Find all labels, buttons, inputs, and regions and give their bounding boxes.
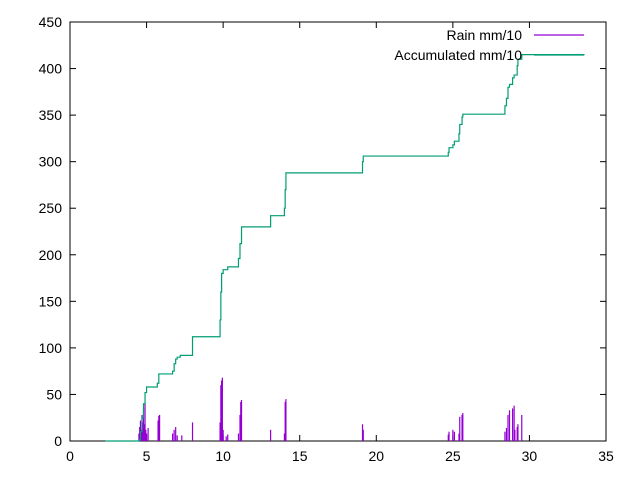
rain-impulses (138, 377, 523, 441)
y-tick-label: 200 (39, 247, 63, 263)
x-tick-label: 0 (66, 448, 74, 464)
x-tick-label: 35 (598, 448, 614, 464)
x-tick-label: 20 (368, 448, 384, 464)
y-tick-label: 350 (39, 107, 63, 123)
series-layer (105, 53, 585, 442)
y-tick-label: 100 (39, 340, 63, 356)
y-tick-label: 150 (39, 293, 63, 309)
legend-label-accumulated: Accumulated mm/10 (394, 47, 522, 63)
legend-label-rain: Rain mm/10 (447, 27, 523, 43)
plot-border (69, 21, 607, 442)
legend: Rain mm/10 Accumulated mm/10 (394, 27, 584, 63)
x-tick-label: 30 (522, 448, 538, 464)
x-tick-label: 15 (292, 448, 308, 464)
y-tick-label: 250 (39, 200, 63, 216)
accumulated-line (105, 53, 585, 442)
y-tick-label: 0 (54, 433, 62, 449)
axis-ticks: 0 5 10 15 20 25 30 3505010015020025030035040045… (39, 14, 614, 464)
y-tick-label: 50 (46, 386, 62, 402)
y-tick-label: 400 (39, 61, 63, 77)
x-tick-label: 5 (143, 448, 151, 464)
y-tick-label: 450 (39, 14, 63, 30)
x-tick-label: 25 (445, 448, 461, 464)
y-tick-label: 300 (39, 154, 63, 170)
x-tick-label: 10 (215, 448, 231, 464)
